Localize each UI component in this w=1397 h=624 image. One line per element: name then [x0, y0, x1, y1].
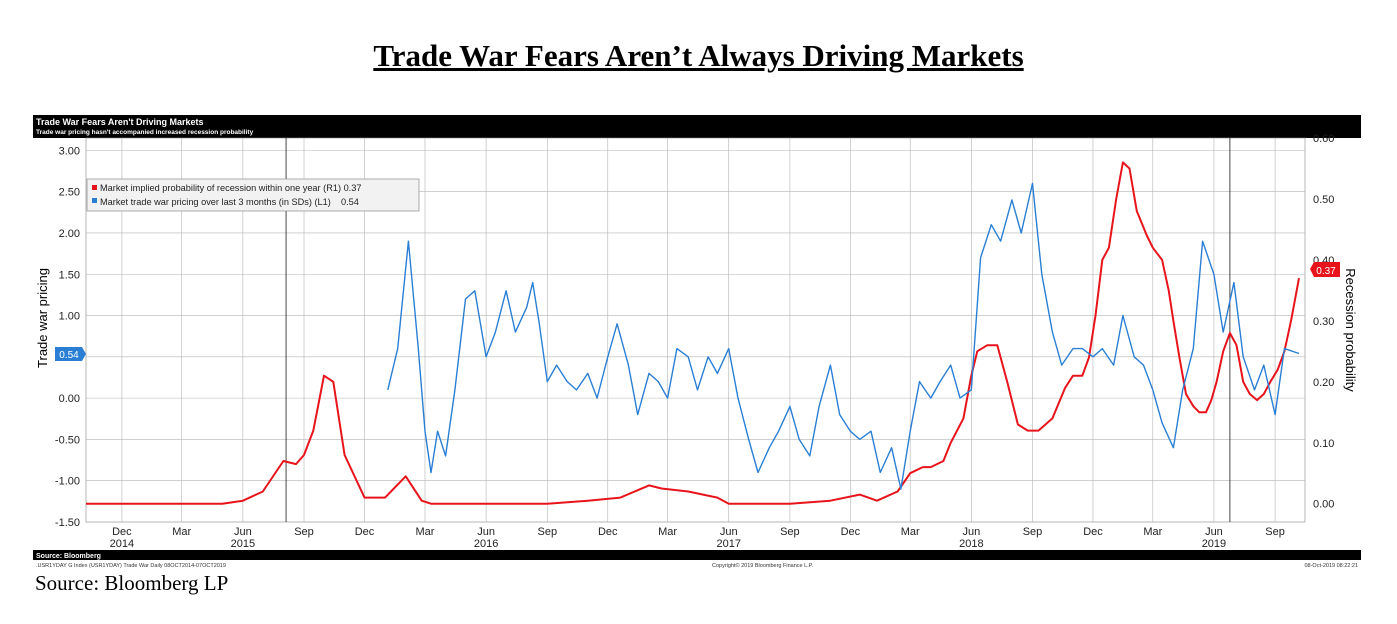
series-line-recession	[86, 161, 1300, 505]
legend-box	[86, 178, 420, 212]
y-axis-right-label: Recession probability	[1343, 268, 1358, 392]
y-tick-right: 0.10	[1313, 438, 1334, 450]
y-tick-left: 1.00	[59, 311, 80, 323]
series-line-trade-war	[387, 182, 1300, 490]
x-tick-month: Dec	[355, 526, 375, 538]
legend-label-recession: Market implied probability of recession …	[100, 183, 361, 193]
badge-right-text: 0.37	[1316, 266, 1336, 277]
x-tick-month: Sep	[537, 526, 557, 538]
chart-footer-source: Source: Bloomberg	[36, 553, 101, 560]
chart-footer-index-info: .USR1YDAY G Index (USR1YDAY) Trade War D…	[36, 563, 226, 569]
y-tick-left: 3.00	[59, 145, 80, 157]
x-tick-month: Dec	[841, 526, 861, 538]
x-tick-year: 2017	[716, 538, 740, 550]
x-tick-month: Jun	[962, 526, 980, 538]
x-tick-month: Mar	[658, 526, 677, 538]
y-tick-left: 1.50	[59, 269, 80, 281]
x-tick-year: 2018	[959, 538, 983, 550]
legend: Market implied probability of recession …	[86, 178, 420, 212]
y-tick-left: -1.50	[55, 517, 80, 529]
y-tick-right: 0.00	[1313, 499, 1334, 511]
x-tick-year: 2015	[231, 538, 255, 550]
x-tick-month: Dec	[598, 526, 618, 538]
x-tick-month: Sep	[1023, 526, 1043, 538]
badge-left-last-value: 0.54	[55, 347, 86, 361]
x-tick-month: Mar	[1143, 526, 1162, 538]
y-axis-left-label: Trade war pricing	[35, 268, 50, 368]
y-tick-right: 0.50	[1313, 194, 1334, 206]
badge-left-text: 0.54	[59, 350, 79, 361]
y-tick-right: 0.30	[1313, 316, 1334, 328]
x-tick-year: 2014	[110, 538, 134, 550]
x-tick-month: Jun	[477, 526, 495, 538]
y-tick-right: 0.20	[1313, 377, 1334, 389]
badge-right-last-value: 0.37	[1310, 262, 1340, 277]
x-tick-month: Mar	[901, 526, 920, 538]
y-tick-left: -0.50	[55, 434, 80, 446]
legend-swatch-trade-war	[92, 198, 97, 203]
x-tick-month: Mar	[416, 526, 435, 538]
x-tick-month: Jun	[234, 526, 252, 538]
x-tick-month: Sep	[780, 526, 800, 538]
y-tick-left: -1.00	[55, 476, 80, 488]
page-title: Trade War Fears Aren’t Always Driving Ma…	[373, 38, 1024, 73]
chart-footer-copyright: Copyright© 2019 Bloomberg Finance L.P.	[712, 562, 814, 569]
y-tick-left: 2.50	[59, 187, 80, 199]
series-lines	[86, 161, 1300, 505]
y-tick-right: 0.60	[1313, 133, 1334, 145]
chart-header-title: Trade War Fears Aren't Driving Markets	[36, 117, 204, 127]
x-tick-year: 2019	[1202, 538, 1226, 550]
badge-left-shape	[55, 347, 86, 361]
x-tick-month: Jun	[720, 526, 738, 538]
x-tick-month: Dec	[112, 526, 132, 538]
chart-footer-bar	[33, 550, 1361, 560]
badge-right-shape	[1310, 262, 1340, 277]
source-note: Source: Bloomberg LP	[35, 571, 229, 595]
chart-header-subtitle: Trade war pricing hasn't accompanied inc…	[36, 129, 254, 136]
x-tick-year: 2016	[474, 538, 498, 550]
x-tick-month: Dec	[1083, 526, 1103, 538]
y-tick-left: 0.00	[59, 393, 80, 405]
x-tick-month: Sep	[294, 526, 314, 538]
legend-label-trade-war: Market trade war pricing over last 3 mon…	[100, 197, 359, 207]
chart-header-bar	[33, 115, 1361, 138]
x-tick-month: Mar	[172, 526, 191, 538]
x-tick-month: Sep	[1265, 526, 1285, 538]
legend-swatch-recession	[92, 185, 97, 190]
chart-footer-timestamp: 08-Oct-2019 08:22:21	[1304, 563, 1358, 569]
y-tick-left: 2.00	[59, 228, 80, 240]
x-tick-month: Jun	[1205, 526, 1223, 538]
